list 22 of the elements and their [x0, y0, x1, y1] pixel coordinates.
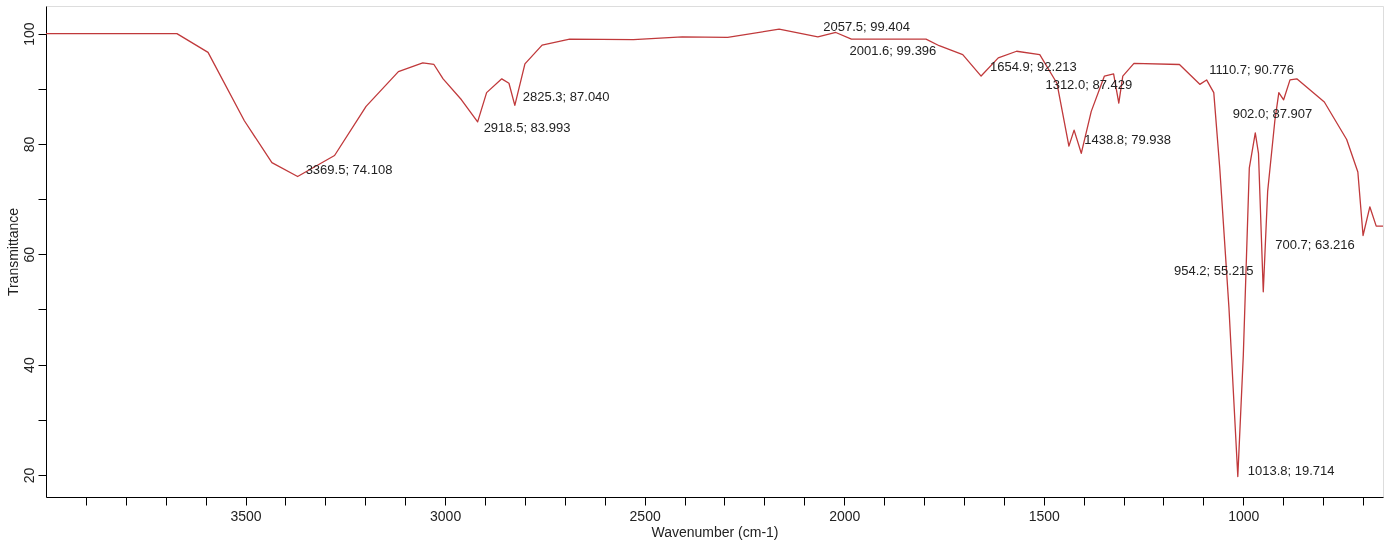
y-tick-label: 80 — [20, 136, 37, 153]
x-tick-label: 3500 — [230, 507, 262, 524]
annotation: 1013.8; 19.714 — [1247, 462, 1335, 478]
x-axis-title: Wavenumber (cm-1) — [651, 523, 779, 540]
x-tick-label: 1000 — [1228, 507, 1260, 524]
x-tick-label: 2000 — [829, 507, 861, 524]
x-tick-label: 2500 — [629, 507, 661, 524]
y-axis-title: Transmittance — [4, 207, 21, 297]
x-tick-label: 3000 — [430, 507, 462, 524]
y-tick-label: 100 — [20, 22, 37, 46]
annotation: 1110.7; 90.776 — [1209, 62, 1294, 78]
annotation: 2825.3; 87.040 — [522, 89, 610, 105]
y-tick-label: 40 — [20, 357, 37, 373]
annotation: 2057.5; 99.404 — [823, 18, 911, 34]
annotation: 2918.5; 83.993 — [483, 119, 571, 135]
y-tick-label: 60 — [20, 246, 37, 263]
annotation: 1438.8; 79.938 — [1084, 132, 1171, 148]
y-tick-label: 20 — [20, 467, 37, 484]
x-tick-label: 1500 — [1028, 507, 1061, 524]
annotation: 700.7; 63.216 — [1275, 236, 1355, 252]
annotation: 3369.5; 74.108 — [305, 162, 393, 178]
annotation: 2001.6; 99.396 — [849, 42, 937, 58]
